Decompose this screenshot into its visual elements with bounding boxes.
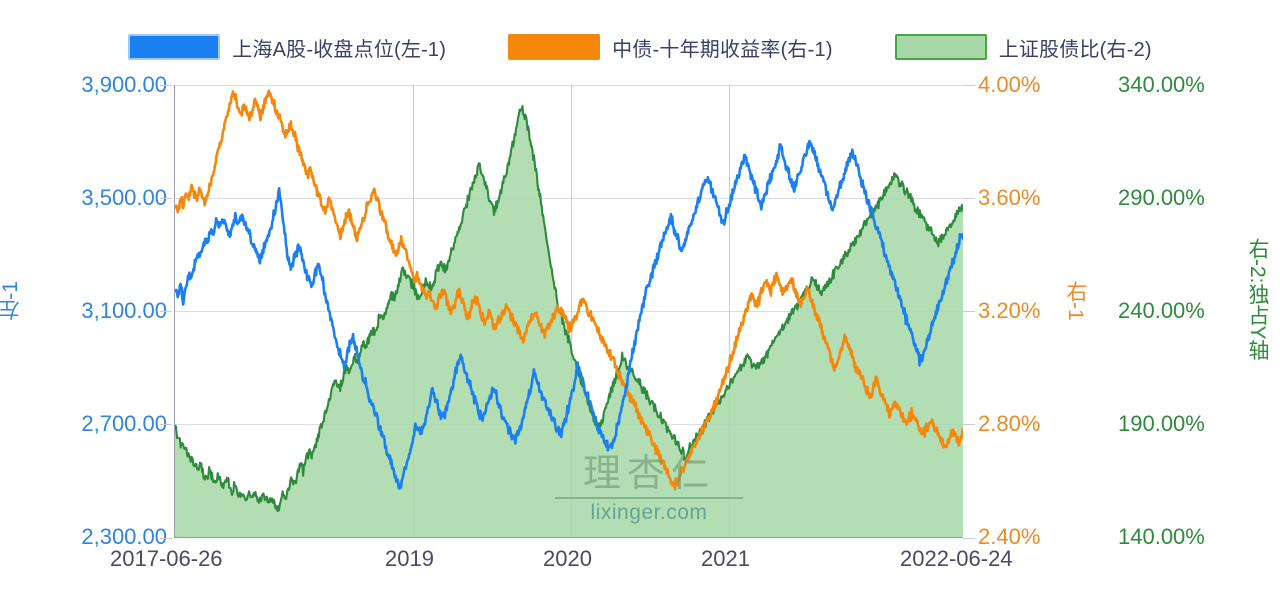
legend-label-shanghai-a-share: 上海A股-收盘点位(左-1): [232, 38, 447, 61]
right1-axis-title: 右-1: [1064, 281, 1087, 321]
right1-tickmark-4: [963, 538, 975, 539]
chart-svg: [175, 89, 963, 537]
legend-item-shanghai-a-share[interactable]: 上海A股-收盘点位(左-1): [128, 33, 446, 62]
chart-legend: 上海A股-收盘点位(左-1) 中债-十年期收益率(右-1) 上证股债比(右-2): [0, 30, 1280, 64]
gridline-v-2021: [729, 85, 730, 537]
series-area-equity-bond-ratio: [175, 106, 963, 537]
legend-swatch-orange: [508, 34, 601, 60]
left-tickmark-3: [160, 424, 172, 425]
x-tick-1: 2019: [385, 546, 434, 571]
right2-axis-title: 右-2:独占Y轴: [1246, 238, 1269, 361]
x-tick-2: 2020: [543, 546, 592, 571]
series-line-bond-yield: [175, 89, 963, 491]
series-line-shanghai-a-share: [175, 139, 963, 490]
x-tick-3: 2021: [701, 546, 750, 571]
gridline-h-0: [175, 85, 963, 86]
right1-tickmark-1: [963, 198, 975, 199]
left-tickmark-1: [160, 198, 172, 199]
right1-tick-2: 3.20%: [978, 298, 1041, 323]
right1-tickmark-0: [963, 85, 975, 86]
series-line-equity-bond-ratio: [175, 105, 963, 513]
right1-tickmark-2: [963, 311, 975, 312]
right1-tick-1: 3.60%: [978, 185, 1041, 210]
gridline-h-2: [175, 311, 963, 312]
legend-label-equity-bond-ratio: 上证股债比(右-2): [998, 38, 1152, 61]
right2-tick-2: 240.00%: [1118, 298, 1205, 323]
left-tickmark-0: [160, 85, 172, 86]
gridline-v-2020: [571, 85, 572, 537]
legend-item-equity-bond-ratio[interactable]: 上证股债比(右-2): [894, 33, 1152, 62]
right2-tick-0: 340.00%: [1118, 72, 1205, 97]
left-tick-2: 3,100.00: [81, 298, 167, 323]
left-tick-4: 2,300.00: [81, 524, 167, 549]
x-tick-4: 2022-06-24: [900, 546, 1013, 571]
gridline-h-1: [175, 198, 963, 199]
right1-tickmark-3: [963, 424, 975, 425]
plot-area: 理杏仁 lixinger.com: [174, 85, 963, 538]
left-tickmark-4: [160, 538, 172, 539]
legend-label-bond-yield: 中债-十年期收益率(右-1): [612, 38, 833, 61]
right2-tick-4: 140.00%: [1118, 524, 1205, 549]
legend-item-bond-yield[interactable]: 中债-十年期收益率(右-1): [508, 33, 833, 62]
left-tickmark-2: [160, 311, 172, 312]
x-tick-0: 2017-06-26: [110, 546, 223, 571]
right2-tick-1: 290.00%: [1118, 185, 1205, 210]
legend-swatch-blue: [128, 34, 221, 60]
legend-swatch-green: [894, 34, 987, 60]
right1-tick-4: 2.40%: [978, 524, 1041, 549]
left-tick-0: 3,900.00: [81, 72, 167, 97]
right1-tick-3: 2.80%: [978, 411, 1041, 436]
left-tick-3: 2,700.00: [81, 411, 167, 436]
left-tick-1: 3,500.00: [81, 185, 167, 210]
right1-tick-0: 4.00%: [978, 72, 1041, 97]
right2-tick-3: 190.00%: [1118, 411, 1205, 436]
left-axis-title: 左-1: [0, 281, 22, 321]
